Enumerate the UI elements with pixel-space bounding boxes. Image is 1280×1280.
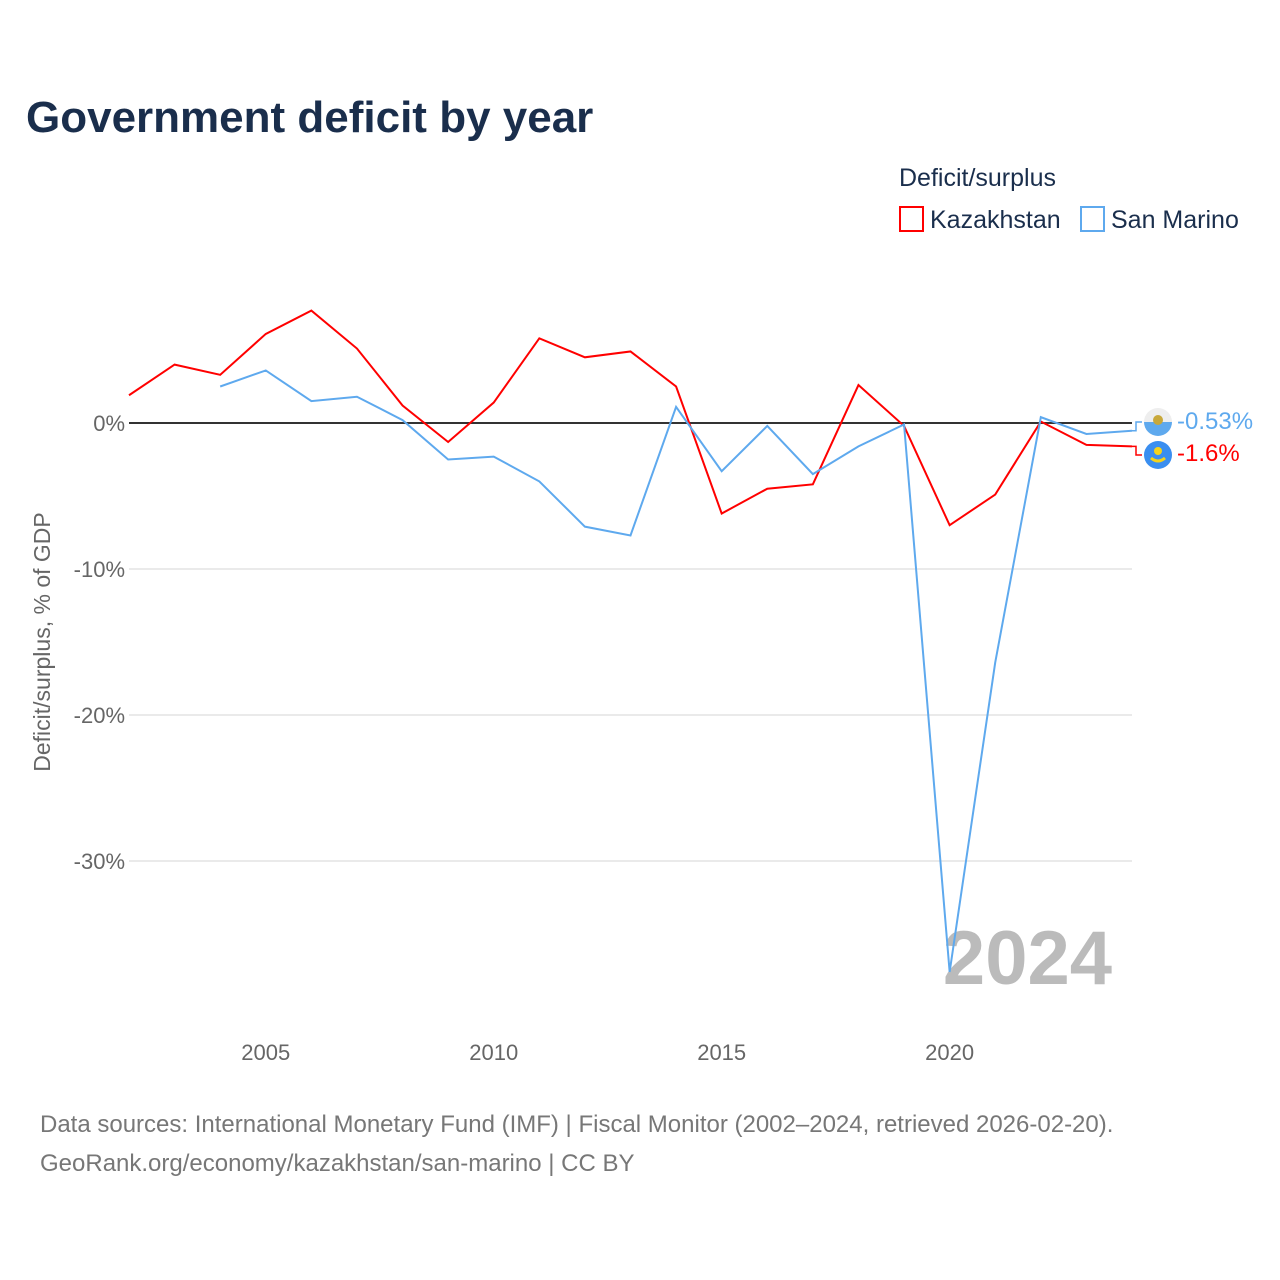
flag-emblem <box>1153 415 1163 425</box>
flag-lower-half <box>1144 422 1172 436</box>
end-marker-kazakhstan: -1.6% <box>1144 440 1240 469</box>
y-tick-label: 0% <box>93 411 125 436</box>
legend-title: Deficit/surplus <box>899 164 1056 192</box>
data-point <box>765 487 769 491</box>
data-point <box>446 458 450 462</box>
data-point <box>264 332 268 336</box>
data-point <box>309 309 313 313</box>
y-tick-label: -20% <box>74 703 125 728</box>
data-point <box>218 385 222 389</box>
data-point <box>948 523 952 527</box>
data-point <box>674 385 678 389</box>
legend-swatch <box>1080 206 1105 232</box>
data-point <box>355 395 359 399</box>
data-point <box>629 349 633 353</box>
data-point <box>1084 443 1088 447</box>
data-point <box>993 493 997 497</box>
data-point <box>902 422 906 426</box>
legend-item-kazakhstan[interactable]: Kazakhstan <box>899 206 1061 234</box>
series-lines <box>127 309 1142 974</box>
legend-swatch <box>899 206 924 232</box>
end-label-connector <box>1132 421 1142 432</box>
data-point <box>309 399 313 403</box>
data-point <box>492 401 496 405</box>
data-point <box>537 336 541 340</box>
data-point <box>1084 432 1088 436</box>
y-axis-label: Deficit/surplus, % of GDP <box>29 512 55 771</box>
end-label-connector <box>1132 445 1142 456</box>
chart-title: Government deficit by year <box>26 93 593 142</box>
data-point <box>629 533 633 537</box>
data-point <box>856 383 860 387</box>
end-label-san-marino: -0.53% <box>1177 408 1253 435</box>
end-label-kazakhstan: -1.6% <box>1177 440 1240 467</box>
data-point <box>856 444 860 448</box>
data-point <box>811 482 815 486</box>
data-point <box>720 512 724 516</box>
x-tick-label: 2010 <box>469 1040 518 1065</box>
legend-label: Kazakhstan <box>930 206 1061 234</box>
gridlines <box>129 422 1132 862</box>
data-point <box>948 970 952 974</box>
source-line: Data sources: International Monetary Fun… <box>40 1111 1113 1138</box>
y-tick-labels: 0% -10% -20% -30% <box>74 411 125 874</box>
data-point <box>401 418 405 422</box>
x-tick-labels: 2005 2010 2015 2020 <box>241 1040 974 1065</box>
data-point <box>401 403 405 407</box>
data-point <box>720 469 724 473</box>
flag-eagle <box>1150 456 1166 463</box>
series-line-san-marino <box>219 369 1133 973</box>
data-point <box>264 368 268 372</box>
data-point <box>218 373 222 377</box>
data-point <box>173 363 177 367</box>
x-tick-label: 2015 <box>697 1040 746 1065</box>
current-year-label: 2024 <box>943 916 1112 1001</box>
y-tick-label: -30% <box>74 849 125 874</box>
data-point <box>446 440 450 444</box>
data-point <box>127 393 131 397</box>
data-point <box>583 355 587 359</box>
series-line-kazakhstan <box>128 309 1133 527</box>
data-point <box>537 479 541 483</box>
data-point <box>674 405 678 409</box>
data-point <box>993 660 997 664</box>
data-point <box>583 525 587 529</box>
data-point <box>811 472 815 476</box>
x-tick-label: 2020 <box>925 1040 974 1065</box>
data-point <box>1039 415 1043 419</box>
legend-label: San Marino <box>1111 206 1239 234</box>
source-url[interactable]: GeoRank.org/economy/kazakhstan/san-marin… <box>40 1150 635 1177</box>
y-tick-label: -10% <box>74 557 125 582</box>
data-point <box>492 455 496 459</box>
legend-item-san-marino[interactable]: San Marino <box>1080 206 1239 234</box>
data-point <box>355 347 359 351</box>
x-tick-label: 2005 <box>241 1040 290 1065</box>
data-point <box>765 424 769 428</box>
end-marker-san-marino: -0.53% <box>1144 408 1253 436</box>
flag-sun <box>1154 447 1162 455</box>
